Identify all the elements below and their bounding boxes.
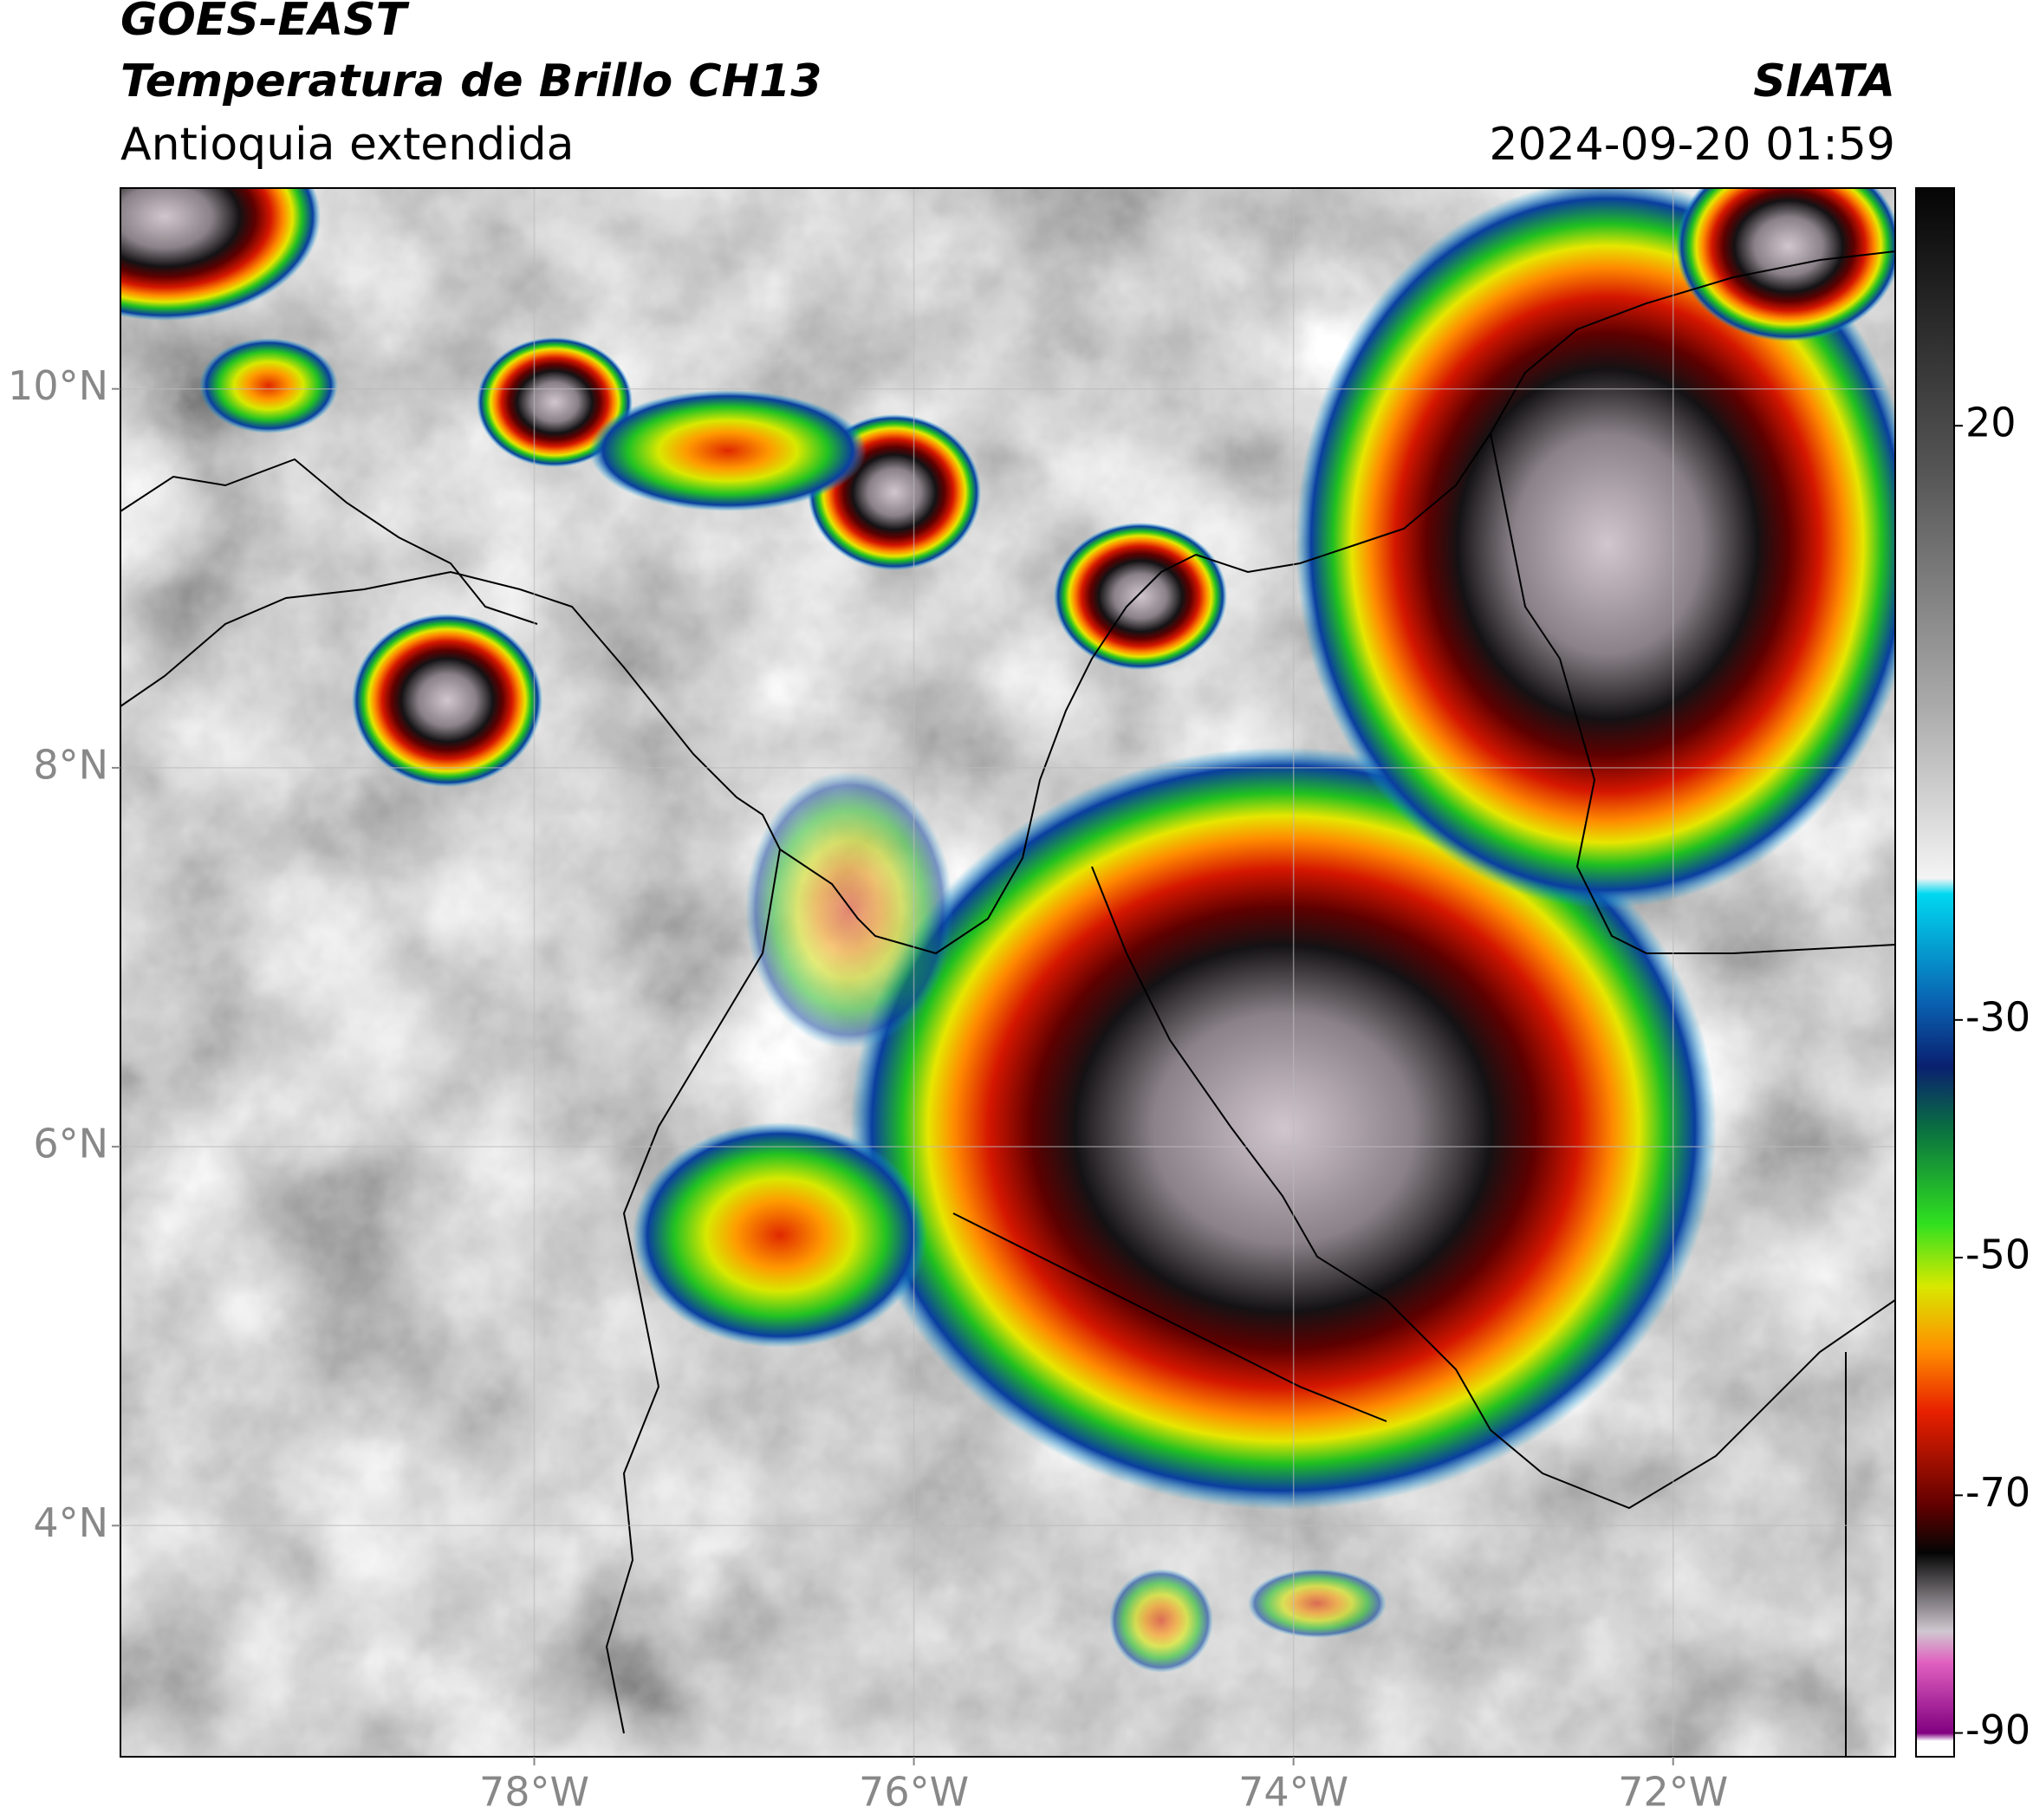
colorbar-ticks: 20 -30 -50 -70 -90 [1954, 400, 2030, 1753]
lon-tick-label: 76°W [859, 1769, 969, 1816]
storms [120, 188, 1895, 1673]
satellite: GOES-EAST [120, 0, 410, 46]
colorbar-tick-label: -30 [1965, 993, 2030, 1040]
product: Temperatura de Brillo CH13 [120, 55, 822, 107]
lon-tick-label: 78°W [479, 1769, 589, 1816]
lat-tick-label: 6°N [33, 1121, 108, 1167]
colorbar-tick-label: -90 [1965, 1706, 2030, 1753]
colorbar [1915, 187, 1955, 1758]
colorbar-tick-label: -70 [1965, 1469, 2030, 1516]
lat-tick-label: 10°N [8, 362, 108, 409]
lon-tick-label: 72°W [1618, 1769, 1728, 1816]
gridlines [120, 188, 1895, 1757]
lat-tick-label: 4°N [33, 1499, 108, 1546]
lat-tick-label: 8°N [33, 741, 108, 788]
datetime: 2024-09-20 01:59 [1489, 119, 1895, 171]
map [120, 188, 1895, 1757]
colorbar-tick-label: -50 [1965, 1232, 2030, 1278]
map-frame [120, 187, 1896, 1758]
lon-tick-label: 74°W [1238, 1769, 1348, 1816]
agency: SIATA [1753, 55, 1895, 107]
axes: 78°W 76°W 74°W 72°W 10°N 8°N 6°N 4°N [8, 362, 1728, 1815]
colorbar-tick-label: 20 [1965, 400, 2017, 446]
region: Antioquia extendida [120, 119, 575, 171]
borders [120, 250, 1895, 1757]
